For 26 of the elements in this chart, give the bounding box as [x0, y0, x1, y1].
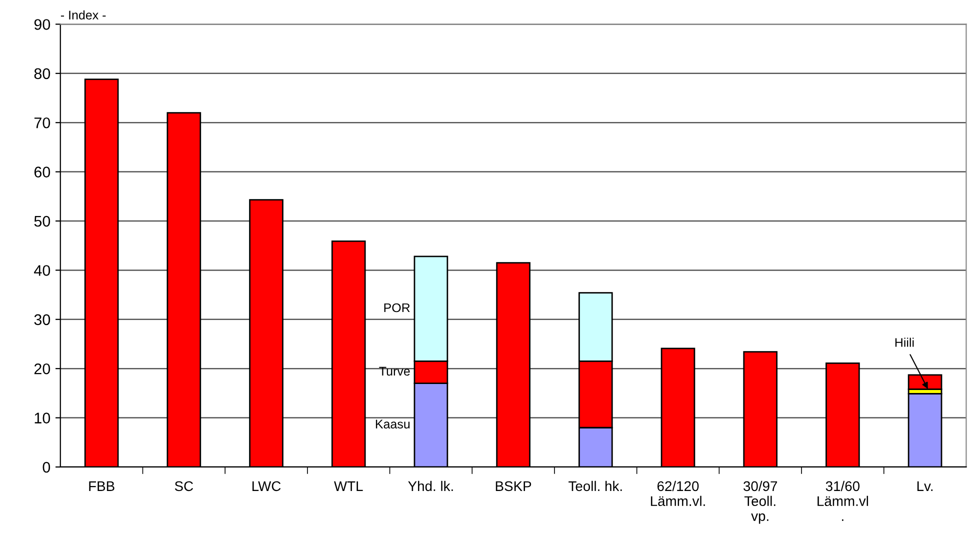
x-tick-label: FBB	[89, 481, 114, 491]
x-tick-label: 31/60 Lämm.vl .	[818, 480, 868, 521]
series-label: Turve	[379, 366, 410, 376]
y-tick-label: 80	[34, 68, 50, 80]
x-tick-label: BSKP	[496, 481, 532, 492]
series-label: POR	[384, 303, 410, 312]
y-tick-label: 30	[34, 314, 50, 326]
text: Hiili	[895, 338, 914, 347]
y-tick-label: 20	[34, 363, 50, 374]
x-tick-label: 62/120 Lämm.vl.	[650, 480, 705, 506]
x-tick-label: Yhd. lk.	[408, 480, 453, 492]
x-tick-label: WTL	[334, 481, 363, 491]
y-tick-label: 60	[34, 166, 50, 178]
x-tick-label: 30/97 Teoll. vp.	[743, 480, 778, 524]
y-tick-label: 90	[34, 19, 50, 30]
y-tick-label: 10	[34, 412, 50, 424]
x-tick-label: LWC	[252, 481, 281, 492]
x-tick-label: Lv.	[917, 481, 933, 491]
y-tick-label: 0	[42, 462, 50, 473]
y-axis-title: - Index -	[60, 10, 106, 20]
x-tick-label: Teoll. hk.	[568, 480, 622, 492]
y-tick-label: 70	[34, 117, 50, 128]
series-label: Kaasu	[376, 420, 410, 429]
y-tick-label: 40	[34, 265, 50, 276]
y-tick-label: 50	[34, 216, 50, 227]
x-tick-label: SC	[174, 481, 194, 492]
